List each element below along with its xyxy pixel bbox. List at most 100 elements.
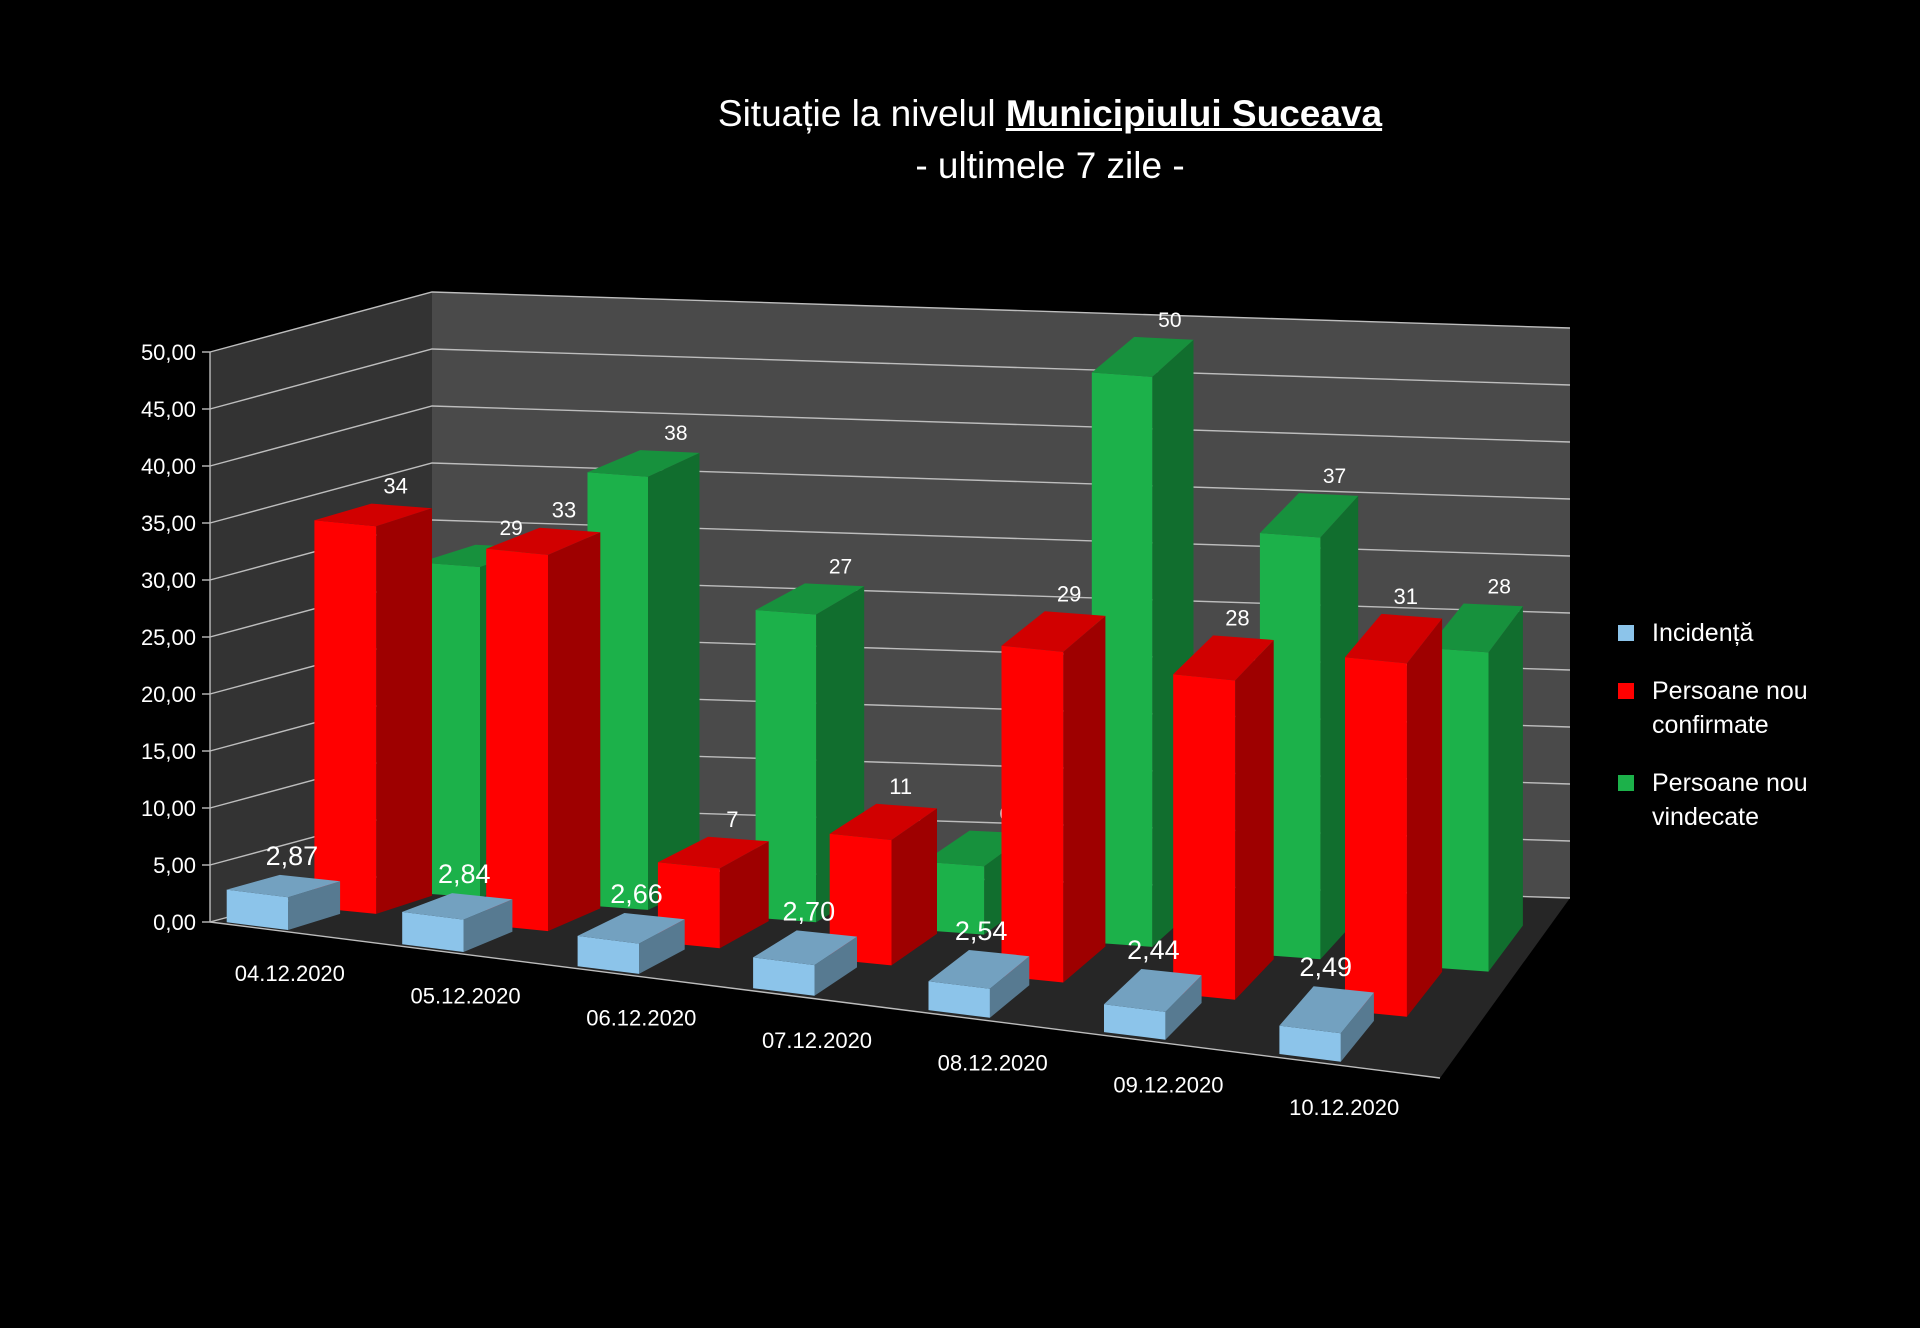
legend-item-confirmed: Persoane nou confirmate	[1618, 674, 1908, 742]
recovered-data-label: 38	[664, 422, 687, 445]
legend-swatch-recovered	[1618, 775, 1634, 791]
confirmed-data-label: 28	[1225, 605, 1249, 630]
x-tick-label: 09.12.2020	[1113, 1073, 1223, 1098]
confirmed-bar-top	[314, 503, 432, 527]
confirmed-bar-side	[1063, 615, 1106, 983]
confirmed-bar	[1173, 674, 1236, 1000]
incidence-bar-side	[288, 881, 341, 930]
incidence-bar-top	[577, 913, 685, 944]
recovered-data-label: 29	[499, 517, 522, 540]
incidence-bar-top	[226, 874, 341, 898]
y-tick-label: 15,00	[141, 739, 196, 764]
recovered-bar	[1428, 648, 1489, 972]
y-tick-label: 5,00	[153, 853, 196, 878]
recovered-bar-top	[1091, 336, 1194, 377]
incidence-bar-side	[1340, 992, 1374, 1062]
incidence-data-label: 2,66	[610, 879, 663, 909]
y-tick-label: 30,00	[141, 568, 196, 593]
confirmed-bar-top	[486, 527, 601, 555]
x-tick-label: 06.12.2020	[586, 1006, 696, 1031]
chart-title: Situație la nivelul Municipiului Suceava…	[0, 88, 1920, 192]
recovered-bar	[755, 610, 817, 923]
incidence-bar-top	[1279, 986, 1374, 1034]
incidence-data-label: 2,70	[783, 896, 836, 926]
recovered-bar-side	[648, 452, 700, 910]
confirmed-bar-side	[719, 841, 769, 949]
y-tick-label: 25,00	[141, 625, 196, 650]
y-tick-label: 50,00	[141, 340, 196, 365]
recovered-data-label: 37	[1323, 465, 1346, 488]
confirmed-bar-side	[548, 532, 601, 932]
chart-subtitle: - ultimele 7 zile -	[915, 145, 1185, 186]
recovered-data-label: 28	[1488, 575, 1511, 598]
y-tick-label: 20,00	[141, 682, 196, 707]
recovered-data-label: 50	[1158, 309, 1181, 332]
confirmed-bar	[314, 520, 377, 914]
recovered-bar-top	[1259, 493, 1359, 538]
confirmed-data-label: 7	[726, 807, 738, 832]
x-tick-label: 04.12.2020	[235, 961, 345, 986]
incidence-bar-side	[463, 899, 513, 952]
confirmed-bar-top	[1173, 635, 1274, 681]
legend-label-incidence: Incidență	[1652, 619, 1754, 647]
legend-swatch-incidence	[1618, 625, 1634, 641]
confirmed-bar-side	[1406, 618, 1443, 1017]
legend-item-incidence: Incidență	[1618, 616, 1908, 650]
chart-title-line: Situație la nivelul Municipiului Suceava	[0, 88, 1920, 140]
incidence-bar-side	[1165, 975, 1202, 1040]
confirmed-data-label: 34	[383, 474, 407, 499]
incidence-data-label: 2,49	[1299, 952, 1352, 982]
incidence-data-label: 2,87	[266, 841, 319, 871]
confirmed-bar	[1001, 645, 1064, 983]
confirmed-bar-top	[657, 836, 769, 869]
recovered-bar	[923, 861, 985, 935]
y-tick-label: 10,00	[141, 796, 196, 821]
x-tick-label: 07.12.2020	[762, 1028, 872, 1053]
confirmed-bar-top	[1345, 613, 1443, 664]
recovered-bar-side	[1488, 606, 1523, 972]
x-axis-line	[209, 921, 1441, 1079]
incidence-bar-side	[814, 936, 857, 996]
incidence-bar	[753, 957, 815, 996]
recovered-bar	[1259, 533, 1321, 960]
incidence-data-label: 2,84	[438, 859, 491, 889]
incidence-data-label: 2,54	[955, 916, 1008, 946]
recovered-bar-top	[755, 583, 865, 615]
incidence-bar-top	[1104, 969, 1202, 1012]
chart-legend: Incidență Persoane nou confirmate Persoa…	[1618, 616, 1908, 858]
legend-label-recovered: Persoane nou vindecate	[1652, 769, 1808, 831]
confirmed-bar	[486, 548, 548, 932]
confirmed-bar-side	[891, 808, 937, 966]
incidence-bar	[577, 935, 639, 974]
confirmed-data-label: 29	[1057, 581, 1081, 606]
chart-title-prefix: Situație la nivelul	[717, 93, 1006, 134]
incidence-bar	[402, 911, 464, 952]
y-tick-label: 35,00	[141, 511, 196, 536]
gridline	[209, 291, 1571, 353]
legend-label-confirmed: Persoane nou confirmate	[1652, 677, 1808, 739]
y-tick-label: 0,00	[153, 910, 196, 935]
incidence-bar-side	[639, 919, 685, 974]
recovered-bar	[419, 562, 480, 898]
legend-item-recovered: Persoane nou vindecate	[1618, 766, 1908, 834]
incidence-bar	[928, 981, 990, 1018]
confirmed-data-label: 33	[552, 498, 576, 523]
confirmed-bar	[829, 833, 892, 966]
confirmed-data-label: 31	[1394, 584, 1418, 609]
incidence-bar-top	[928, 950, 1030, 989]
recovered-bar-top	[1428, 603, 1523, 653]
incidence-bar	[1279, 1025, 1341, 1062]
confirmed-bar-top	[1001, 611, 1106, 652]
recovered-bar	[587, 472, 648, 910]
x-tick-label: 08.12.2020	[938, 1050, 1048, 1075]
confirmed-bar-side	[376, 508, 432, 914]
confirmed-bar	[1345, 657, 1407, 1017]
confirmed-bar-top	[829, 803, 937, 840]
y-tick-label: 40,00	[141, 454, 196, 479]
incidence-bar-top	[753, 930, 857, 966]
confirmed-bar-side	[1235, 640, 1274, 1000]
legend-swatch-confirmed	[1618, 683, 1634, 699]
chart-title-strong: Municipiului Suceava	[1005, 93, 1383, 134]
